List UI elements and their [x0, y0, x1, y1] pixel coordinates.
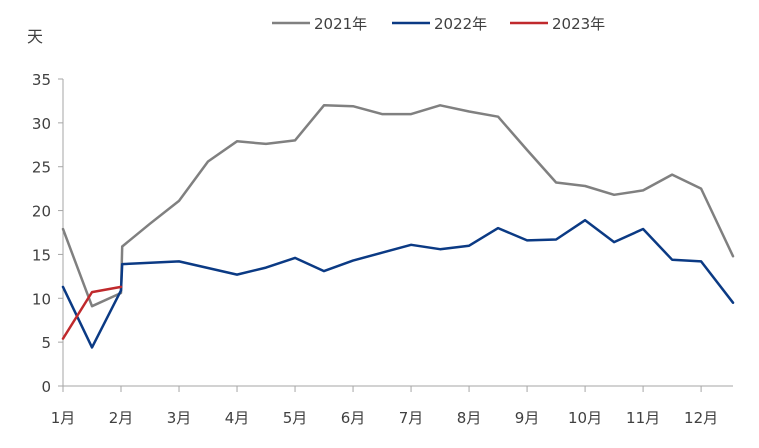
x-tick-label: 10月 [568, 409, 602, 427]
x-tick-label: 12月 [684, 409, 718, 427]
x-tick-label: 8月 [457, 409, 482, 427]
series-line-1 [61, 104, 735, 308]
x-tick-label: 6月 [341, 409, 366, 427]
series-line-2 [61, 218, 735, 349]
legend: 2021年 2022年 2023年 [272, 15, 605, 33]
y-tick-label: 5 [41, 334, 51, 352]
x-tick-label: 3月 [167, 409, 192, 427]
y-tick-label: 10 [32, 290, 51, 308]
y-tick-label: 20 [32, 203, 51, 221]
y-tick-label: 35 [32, 71, 51, 89]
y-tick-label: 15 [32, 246, 51, 264]
x-tick-label: 5月 [283, 409, 308, 427]
y-tick-label: 0 [41, 378, 51, 396]
x-tick-label: 1月 [51, 409, 76, 427]
x-tick-label: 4月 [225, 409, 250, 427]
x-tick-label: 11月 [626, 409, 660, 427]
series-line-3 [61, 285, 123, 340]
y-tick-label: 25 [32, 159, 51, 177]
axes: 0 5 10 15 20 25 30 35 1月 2月 3月 4月 5月 6月 7月 8月 9月 10月 11月 12… [32, 71, 733, 427]
x-tick-label: 9月 [515, 409, 540, 427]
legend-label-3: 2023年 [552, 15, 605, 33]
series-group [61, 104, 735, 349]
legend-label-1: 2021年 [314, 15, 367, 33]
y-axis-label: 天 [27, 27, 43, 46]
x-tick-label: 7月 [399, 409, 424, 427]
legend-label-2: 2022年 [434, 15, 487, 33]
y-tick-label: 30 [32, 115, 51, 133]
x-tick-label: 2月 [109, 409, 134, 427]
